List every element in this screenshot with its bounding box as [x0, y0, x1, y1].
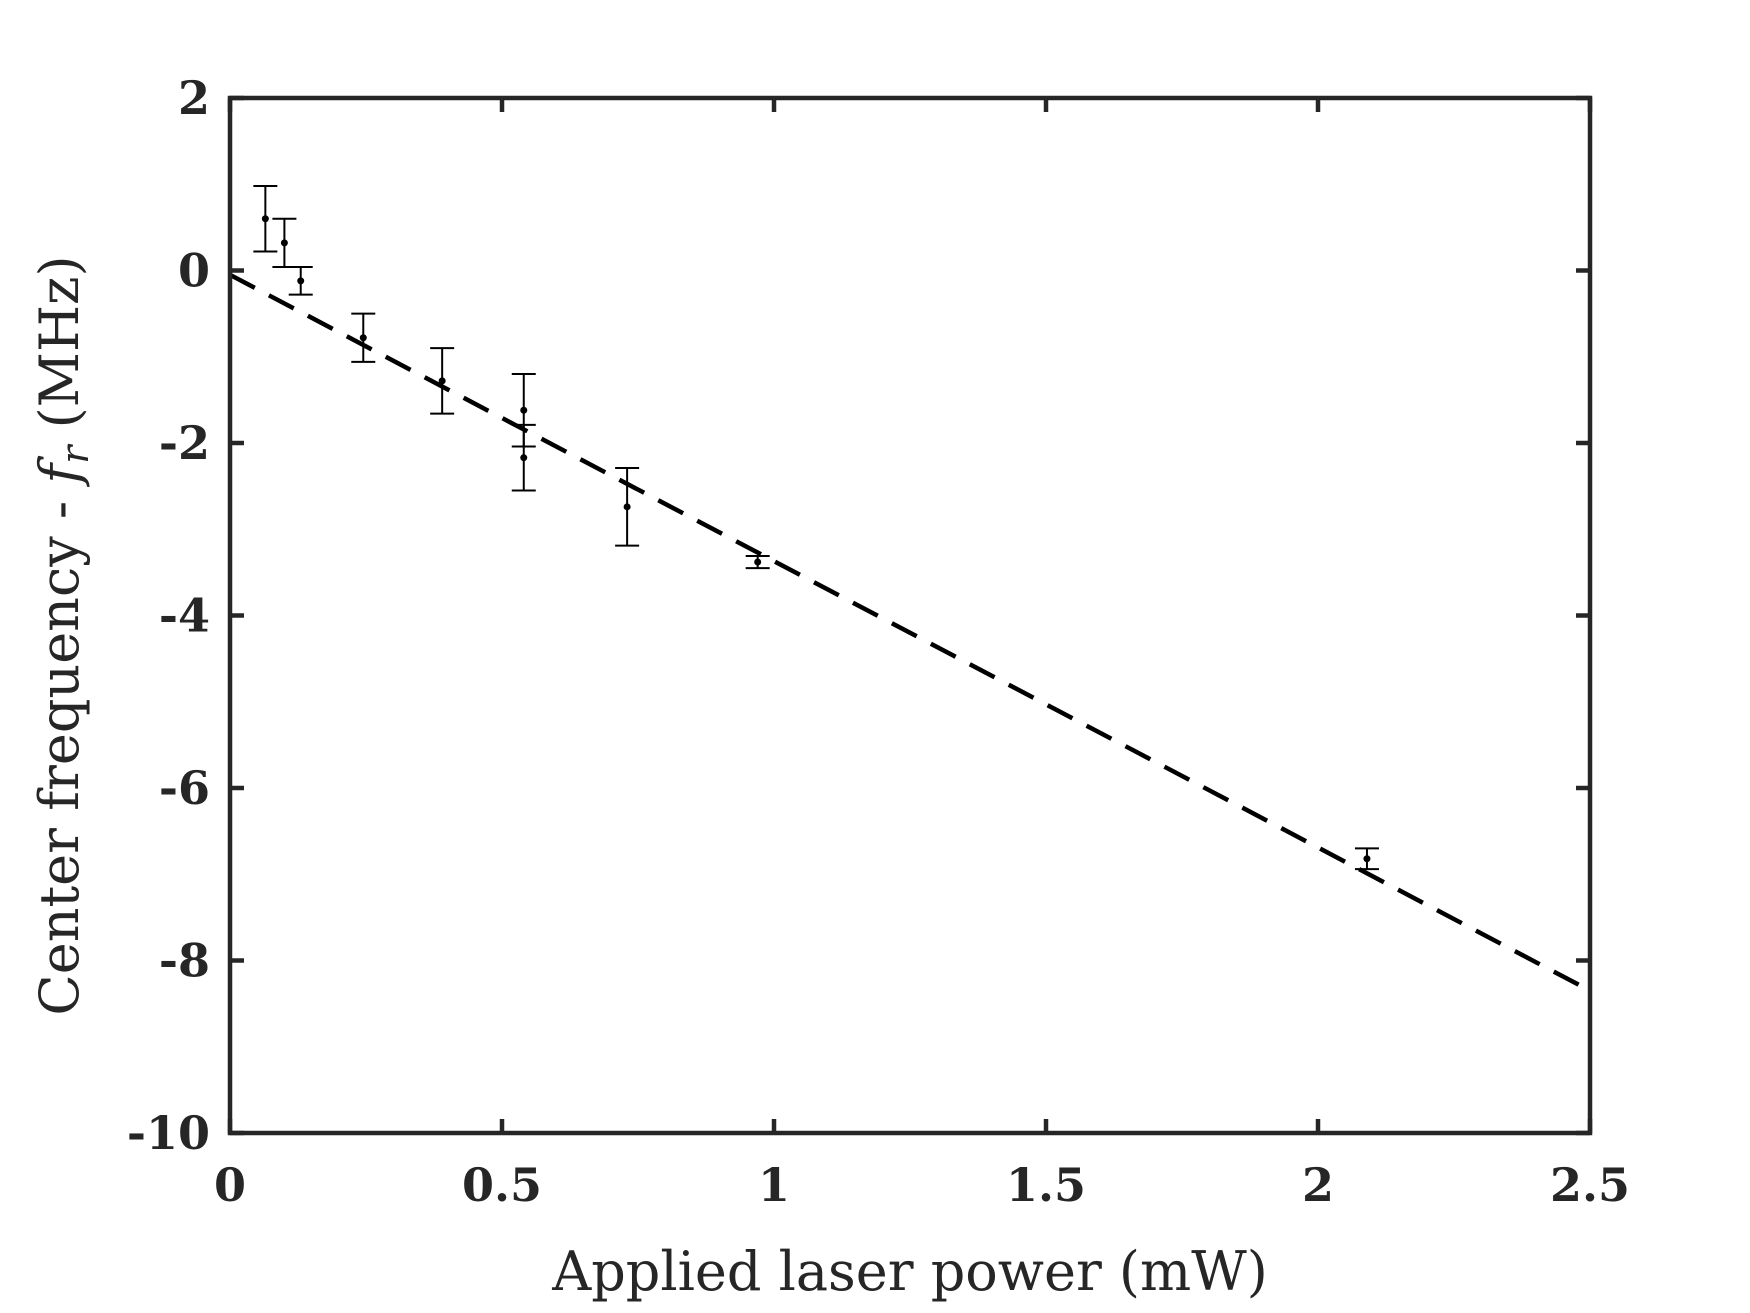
x-tick-label: 1.5: [1006, 1158, 1086, 1212]
y-tick-label: -6: [159, 761, 210, 815]
data-point: [288, 266, 313, 296]
data-marker: [438, 377, 446, 385]
y-tick-label: -8: [159, 934, 210, 988]
errorbar-series: [253, 184, 1379, 871]
y-tick-label: 0: [178, 244, 210, 298]
x-tick-label: 2.5: [1550, 1158, 1630, 1212]
data-marker: [754, 558, 762, 566]
x-tick-label: 0.5: [462, 1158, 542, 1212]
x-tick-labels: 0 0.5 1 1.5 2 2.5: [214, 1158, 1630, 1212]
fit-line: [228, 272, 1592, 993]
y-tick-labels: -10 -8 -6 -4 -2 0 2: [127, 71, 210, 1160]
y-axis-label-suffix: (MHz): [28, 255, 91, 445]
x-tick-label: 2: [1302, 1158, 1334, 1212]
data-point: [351, 312, 376, 363]
data-point: [745, 554, 770, 570]
y-tick-label: 2: [178, 71, 210, 125]
fit-line-group: [228, 272, 1592, 993]
y-axis-label: Center frequency - fr (MHz): [28, 255, 97, 1015]
data-marker: [1363, 855, 1371, 863]
x-axis-label: Applied laser power (mW): [551, 1240, 1268, 1303]
data-marker: [623, 503, 631, 511]
x-tick-label: 1: [758, 1158, 790, 1212]
plot-frame: [227, 95, 1593, 1136]
axis-ticks: [227, 95, 1593, 1136]
data-marker: [520, 454, 528, 462]
data-point: [253, 184, 278, 253]
y-tick-label: -2: [159, 416, 210, 470]
data-point: [615, 467, 640, 547]
data-marker: [359, 334, 367, 342]
y-tick-label: -4: [159, 589, 210, 643]
y-axis-label-prefix: Center frequency -: [28, 484, 91, 1016]
data-point: [1354, 847, 1379, 871]
y-axis-label-subscript: r: [53, 443, 97, 464]
data-marker: [297, 277, 305, 285]
data-marker: [520, 406, 528, 414]
data-point: [272, 217, 297, 269]
data-marker: [280, 239, 288, 247]
x-tick-label: 0: [214, 1158, 246, 1212]
data-point: [511, 423, 536, 492]
data-marker: [261, 215, 269, 223]
data-point: [430, 347, 455, 415]
y-tick-label: -10: [127, 1106, 210, 1160]
